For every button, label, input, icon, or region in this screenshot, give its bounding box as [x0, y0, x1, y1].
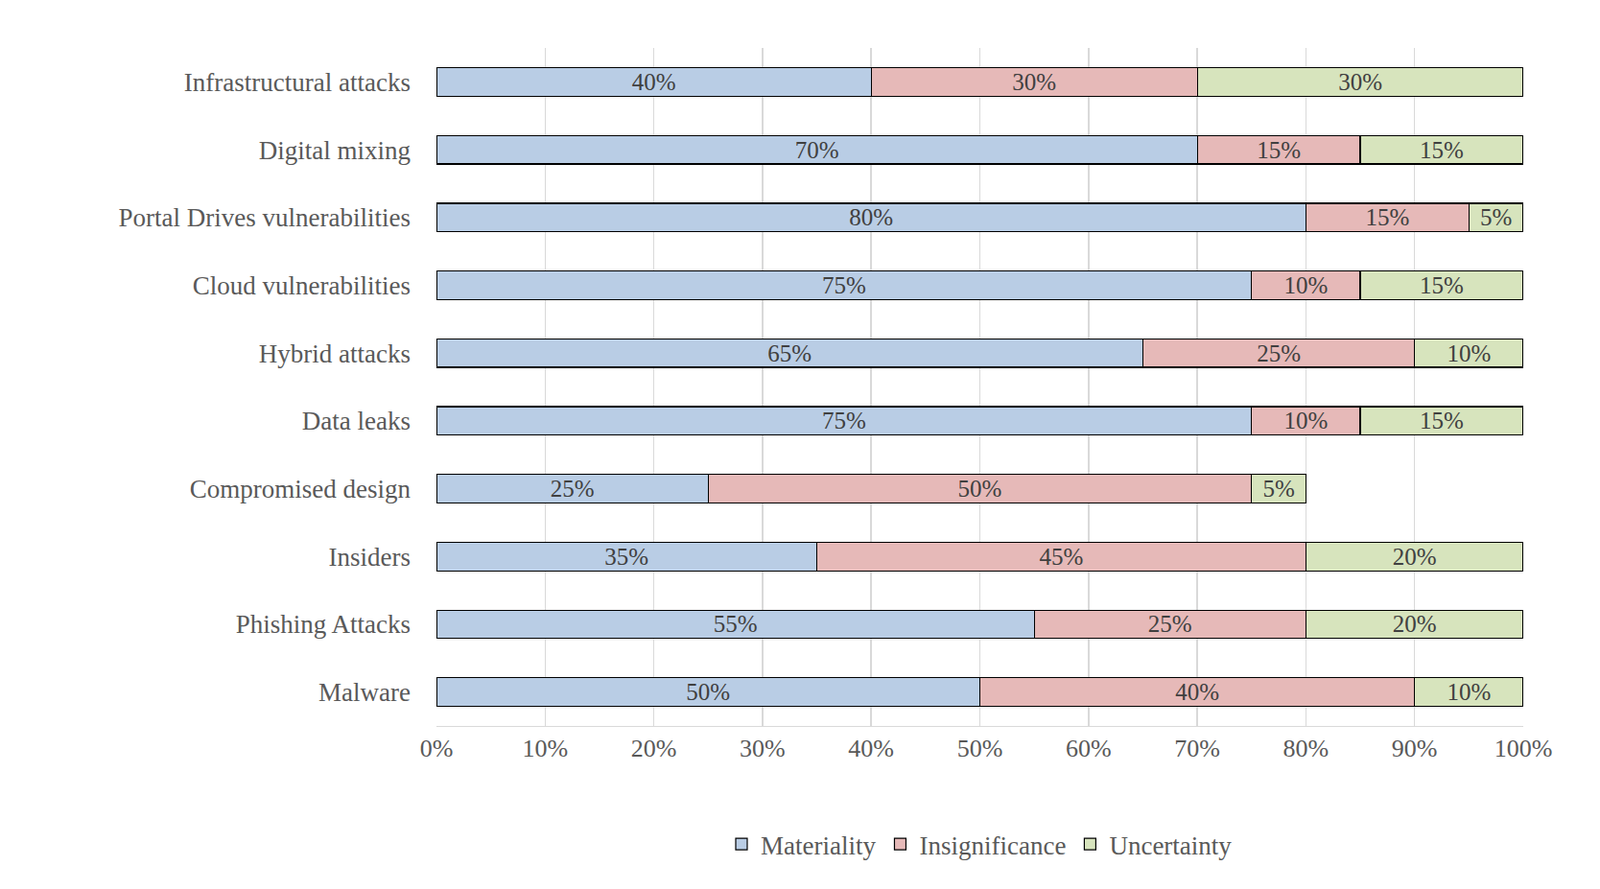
svg-text:50%: 50% [957, 734, 1004, 763]
svg-text:Malware: Malware [318, 678, 411, 707]
svg-text:25%: 25% [550, 475, 595, 502]
svg-text:Phishing Attacks: Phishing Attacks [235, 610, 411, 639]
svg-text:25%: 25% [1148, 611, 1193, 637]
svg-text:Uncertainty: Uncertainty [1108, 831, 1232, 861]
svg-text:15%: 15% [1364, 204, 1410, 231]
svg-text:55%: 55% [713, 611, 758, 637]
svg-text:40%: 40% [1175, 679, 1220, 706]
svg-text:Materiality: Materiality [760, 831, 876, 861]
svg-text:40%: 40% [847, 734, 895, 763]
svg-text:20%: 20% [631, 734, 678, 763]
svg-text:Digital mixing: Digital mixing [258, 136, 411, 165]
svg-text:10%: 10% [1446, 340, 1491, 367]
svg-text:75%: 75% [822, 272, 867, 299]
svg-text:Data leaks: Data leaks [302, 406, 411, 436]
svg-text:50%: 50% [685, 679, 730, 706]
svg-text:Hybrid attacks: Hybrid attacks [258, 339, 411, 369]
svg-text:10%: 10% [1283, 407, 1328, 434]
svg-text:Cloud vulnerabilities: Cloud vulnerabilities [192, 271, 411, 301]
svg-text:80%: 80% [848, 204, 894, 231]
svg-text:Infrastructural attacks: Infrastructural attacks [184, 68, 411, 97]
svg-text:90%: 90% [1391, 734, 1438, 763]
svg-text:50%: 50% [958, 475, 1003, 502]
svg-text:45%: 45% [1039, 543, 1084, 570]
svg-text:15%: 15% [1419, 137, 1464, 164]
svg-text:20%: 20% [1392, 611, 1437, 637]
svg-text:15%: 15% [1419, 272, 1464, 299]
svg-text:5%: 5% [1480, 204, 1512, 231]
svg-text:10%: 10% [1446, 679, 1491, 706]
svg-text:5%: 5% [1262, 475, 1295, 502]
svg-text:40%: 40% [632, 69, 677, 95]
svg-text:10%: 10% [1283, 272, 1328, 299]
svg-text:100%: 100% [1494, 734, 1553, 763]
svg-text:65%: 65% [767, 340, 812, 367]
svg-text:10%: 10% [521, 734, 568, 763]
svg-text:Insignificance: Insignificance [918, 831, 1066, 861]
svg-text:20%: 20% [1392, 543, 1437, 570]
svg-text:Portal Drives vulnerabilities: Portal Drives vulnerabilities [118, 203, 411, 233]
svg-text:35%: 35% [604, 543, 649, 570]
svg-text:Insiders: Insiders [329, 542, 411, 572]
svg-text:80%: 80% [1283, 734, 1330, 763]
svg-text:75%: 75% [822, 407, 867, 434]
svg-text:30%: 30% [1338, 69, 1383, 95]
svg-text:Compromised design: Compromised design [189, 474, 412, 504]
svg-text:70%: 70% [1174, 734, 1221, 763]
svg-text:15%: 15% [1419, 407, 1464, 434]
svg-text:70%: 70% [795, 137, 840, 164]
svg-text:15%: 15% [1256, 137, 1301, 164]
svg-text:60%: 60% [1065, 734, 1112, 763]
svg-text:0%: 0% [420, 734, 454, 763]
svg-text:30%: 30% [739, 734, 786, 763]
svg-text:30%: 30% [1011, 69, 1057, 95]
svg-text:25%: 25% [1256, 340, 1301, 367]
